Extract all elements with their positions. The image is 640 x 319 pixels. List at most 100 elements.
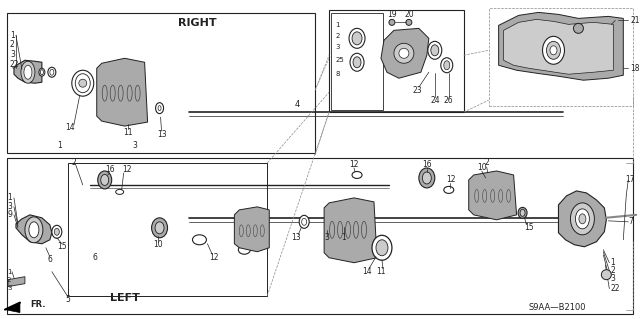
Bar bbox=[7, 13, 315, 153]
Polygon shape bbox=[16, 215, 52, 244]
Text: 6: 6 bbox=[47, 255, 52, 264]
Text: 2: 2 bbox=[10, 40, 15, 49]
Ellipse shape bbox=[98, 171, 112, 189]
Ellipse shape bbox=[518, 207, 527, 218]
Text: 3: 3 bbox=[7, 285, 12, 291]
Text: 3: 3 bbox=[611, 274, 615, 283]
Ellipse shape bbox=[570, 203, 595, 235]
Polygon shape bbox=[234, 207, 269, 252]
Ellipse shape bbox=[520, 209, 525, 216]
Circle shape bbox=[406, 19, 412, 26]
Text: S9AA—B2100: S9AA—B2100 bbox=[529, 303, 586, 312]
Circle shape bbox=[399, 48, 409, 58]
Ellipse shape bbox=[156, 103, 164, 114]
Text: 17: 17 bbox=[625, 175, 635, 184]
Text: 22: 22 bbox=[10, 60, 19, 69]
Ellipse shape bbox=[422, 172, 431, 184]
Text: 2: 2 bbox=[72, 159, 77, 167]
Ellipse shape bbox=[376, 240, 388, 256]
Text: 13: 13 bbox=[291, 233, 301, 242]
Polygon shape bbox=[14, 60, 42, 83]
Polygon shape bbox=[5, 303, 20, 313]
Text: 2: 2 bbox=[484, 159, 489, 167]
Text: 15: 15 bbox=[57, 242, 67, 251]
Polygon shape bbox=[381, 28, 429, 78]
Text: 12: 12 bbox=[349, 160, 359, 169]
Text: 4: 4 bbox=[294, 100, 300, 109]
Text: LEFT: LEFT bbox=[109, 293, 140, 303]
Text: 16: 16 bbox=[422, 160, 431, 169]
Text: 25: 25 bbox=[335, 57, 344, 63]
Ellipse shape bbox=[444, 186, 454, 193]
Text: 1: 1 bbox=[10, 31, 15, 40]
Circle shape bbox=[602, 270, 611, 280]
Ellipse shape bbox=[193, 235, 207, 245]
Ellipse shape bbox=[575, 209, 589, 229]
Text: 3: 3 bbox=[324, 233, 330, 242]
Text: 1: 1 bbox=[342, 233, 346, 242]
Ellipse shape bbox=[48, 67, 56, 77]
Ellipse shape bbox=[238, 245, 250, 254]
Text: 12: 12 bbox=[122, 166, 131, 174]
Text: 23: 23 bbox=[412, 86, 422, 95]
Ellipse shape bbox=[152, 218, 168, 238]
Polygon shape bbox=[559, 191, 606, 247]
Ellipse shape bbox=[116, 189, 124, 194]
Bar bbox=[331, 13, 383, 110]
Polygon shape bbox=[8, 277, 25, 287]
Text: 1: 1 bbox=[7, 269, 12, 275]
Circle shape bbox=[389, 19, 395, 26]
Bar bbox=[329, 11, 464, 112]
Bar bbox=[68, 163, 268, 296]
Text: 3: 3 bbox=[132, 141, 137, 150]
Text: 1: 1 bbox=[8, 193, 12, 202]
Text: 2: 2 bbox=[7, 277, 12, 283]
Ellipse shape bbox=[24, 65, 32, 79]
Ellipse shape bbox=[352, 32, 362, 45]
Ellipse shape bbox=[352, 172, 362, 178]
Text: 10: 10 bbox=[477, 163, 486, 173]
Bar bbox=[489, 8, 633, 106]
Circle shape bbox=[394, 43, 414, 63]
Ellipse shape bbox=[29, 222, 39, 238]
Text: 13: 13 bbox=[157, 130, 166, 138]
Bar bbox=[7, 158, 633, 314]
Ellipse shape bbox=[299, 215, 309, 228]
Text: 19: 19 bbox=[387, 10, 397, 19]
Text: 1: 1 bbox=[335, 22, 340, 28]
Text: FR.: FR. bbox=[30, 300, 45, 309]
Text: 16: 16 bbox=[105, 166, 115, 174]
Text: 12: 12 bbox=[210, 253, 219, 262]
Polygon shape bbox=[499, 12, 623, 80]
Ellipse shape bbox=[72, 70, 93, 96]
Polygon shape bbox=[468, 171, 516, 220]
Text: 5: 5 bbox=[65, 295, 70, 304]
Circle shape bbox=[573, 23, 584, 33]
Text: RIGHT: RIGHT bbox=[178, 19, 217, 28]
Text: 6: 6 bbox=[92, 253, 97, 262]
Ellipse shape bbox=[50, 69, 54, 75]
Text: 14: 14 bbox=[65, 122, 75, 132]
Text: 1: 1 bbox=[58, 141, 62, 150]
Ellipse shape bbox=[441, 58, 452, 73]
Polygon shape bbox=[504, 19, 613, 74]
Ellipse shape bbox=[21, 61, 35, 83]
Text: 15: 15 bbox=[524, 223, 533, 232]
Ellipse shape bbox=[431, 45, 439, 56]
Ellipse shape bbox=[550, 46, 557, 55]
Ellipse shape bbox=[54, 228, 60, 235]
Text: 12: 12 bbox=[446, 175, 456, 184]
Text: 10: 10 bbox=[153, 240, 163, 249]
Ellipse shape bbox=[428, 41, 442, 59]
Text: 24: 24 bbox=[430, 96, 440, 105]
Ellipse shape bbox=[353, 57, 361, 68]
Ellipse shape bbox=[419, 168, 435, 188]
Ellipse shape bbox=[543, 36, 564, 64]
Text: 2: 2 bbox=[611, 266, 615, 275]
Ellipse shape bbox=[39, 68, 45, 76]
Text: 20: 20 bbox=[404, 10, 413, 19]
Ellipse shape bbox=[444, 61, 450, 70]
Circle shape bbox=[79, 79, 87, 87]
Ellipse shape bbox=[76, 74, 90, 93]
Text: 3: 3 bbox=[10, 50, 15, 59]
